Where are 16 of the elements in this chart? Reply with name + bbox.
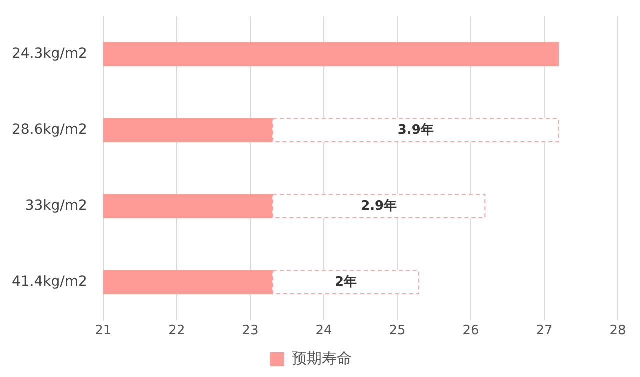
legend-label: 预期寿命 (292, 349, 352, 368)
x-tick-label: 27 (536, 324, 553, 339)
x-tick-label: 21 (95, 324, 112, 339)
data-label: 2.9年 (361, 198, 398, 214)
data-label: 2年 (334, 274, 358, 290)
x-tick-label: 24 (316, 324, 332, 339)
x-tick-label: 23 (242, 324, 259, 339)
y-tick-label: 41.4kg/m2 (12, 274, 88, 290)
data-label: 3.9年 (398, 122, 434, 138)
x-tick-label: 22 (168, 324, 186, 339)
x-tick-label: 25 (389, 324, 406, 339)
y-tick-label: 28.6kg/m2 (12, 122, 88, 138)
y-tick-label: 24.3kg/m2 (12, 46, 88, 62)
x-tick-label: 26 (462, 324, 480, 339)
y-tick-label: 33kg/m2 (25, 198, 88, 214)
x-tick-label: 28 (610, 324, 626, 339)
